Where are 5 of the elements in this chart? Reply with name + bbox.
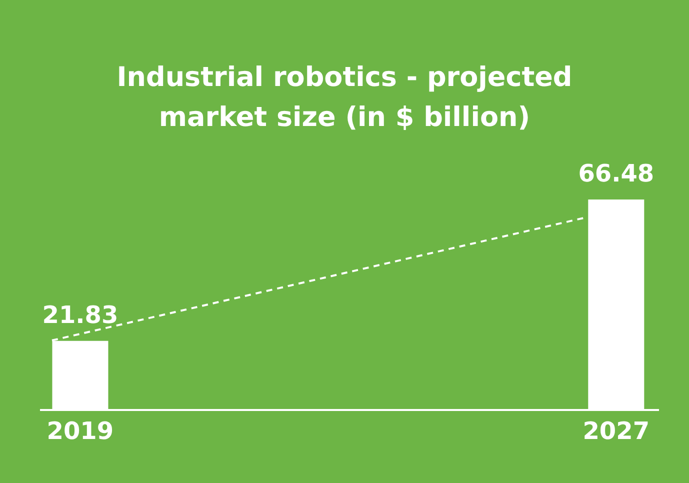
data-label: 21.83 — [42, 300, 118, 329]
chart-title: Industrial robotics - projected market size (in $ billion) — [116, 61, 574, 135]
data-label: 66.48 — [578, 159, 654, 188]
x-tick-label: 2027 — [582, 417, 650, 446]
x-tick-label: 2019 — [46, 417, 114, 446]
